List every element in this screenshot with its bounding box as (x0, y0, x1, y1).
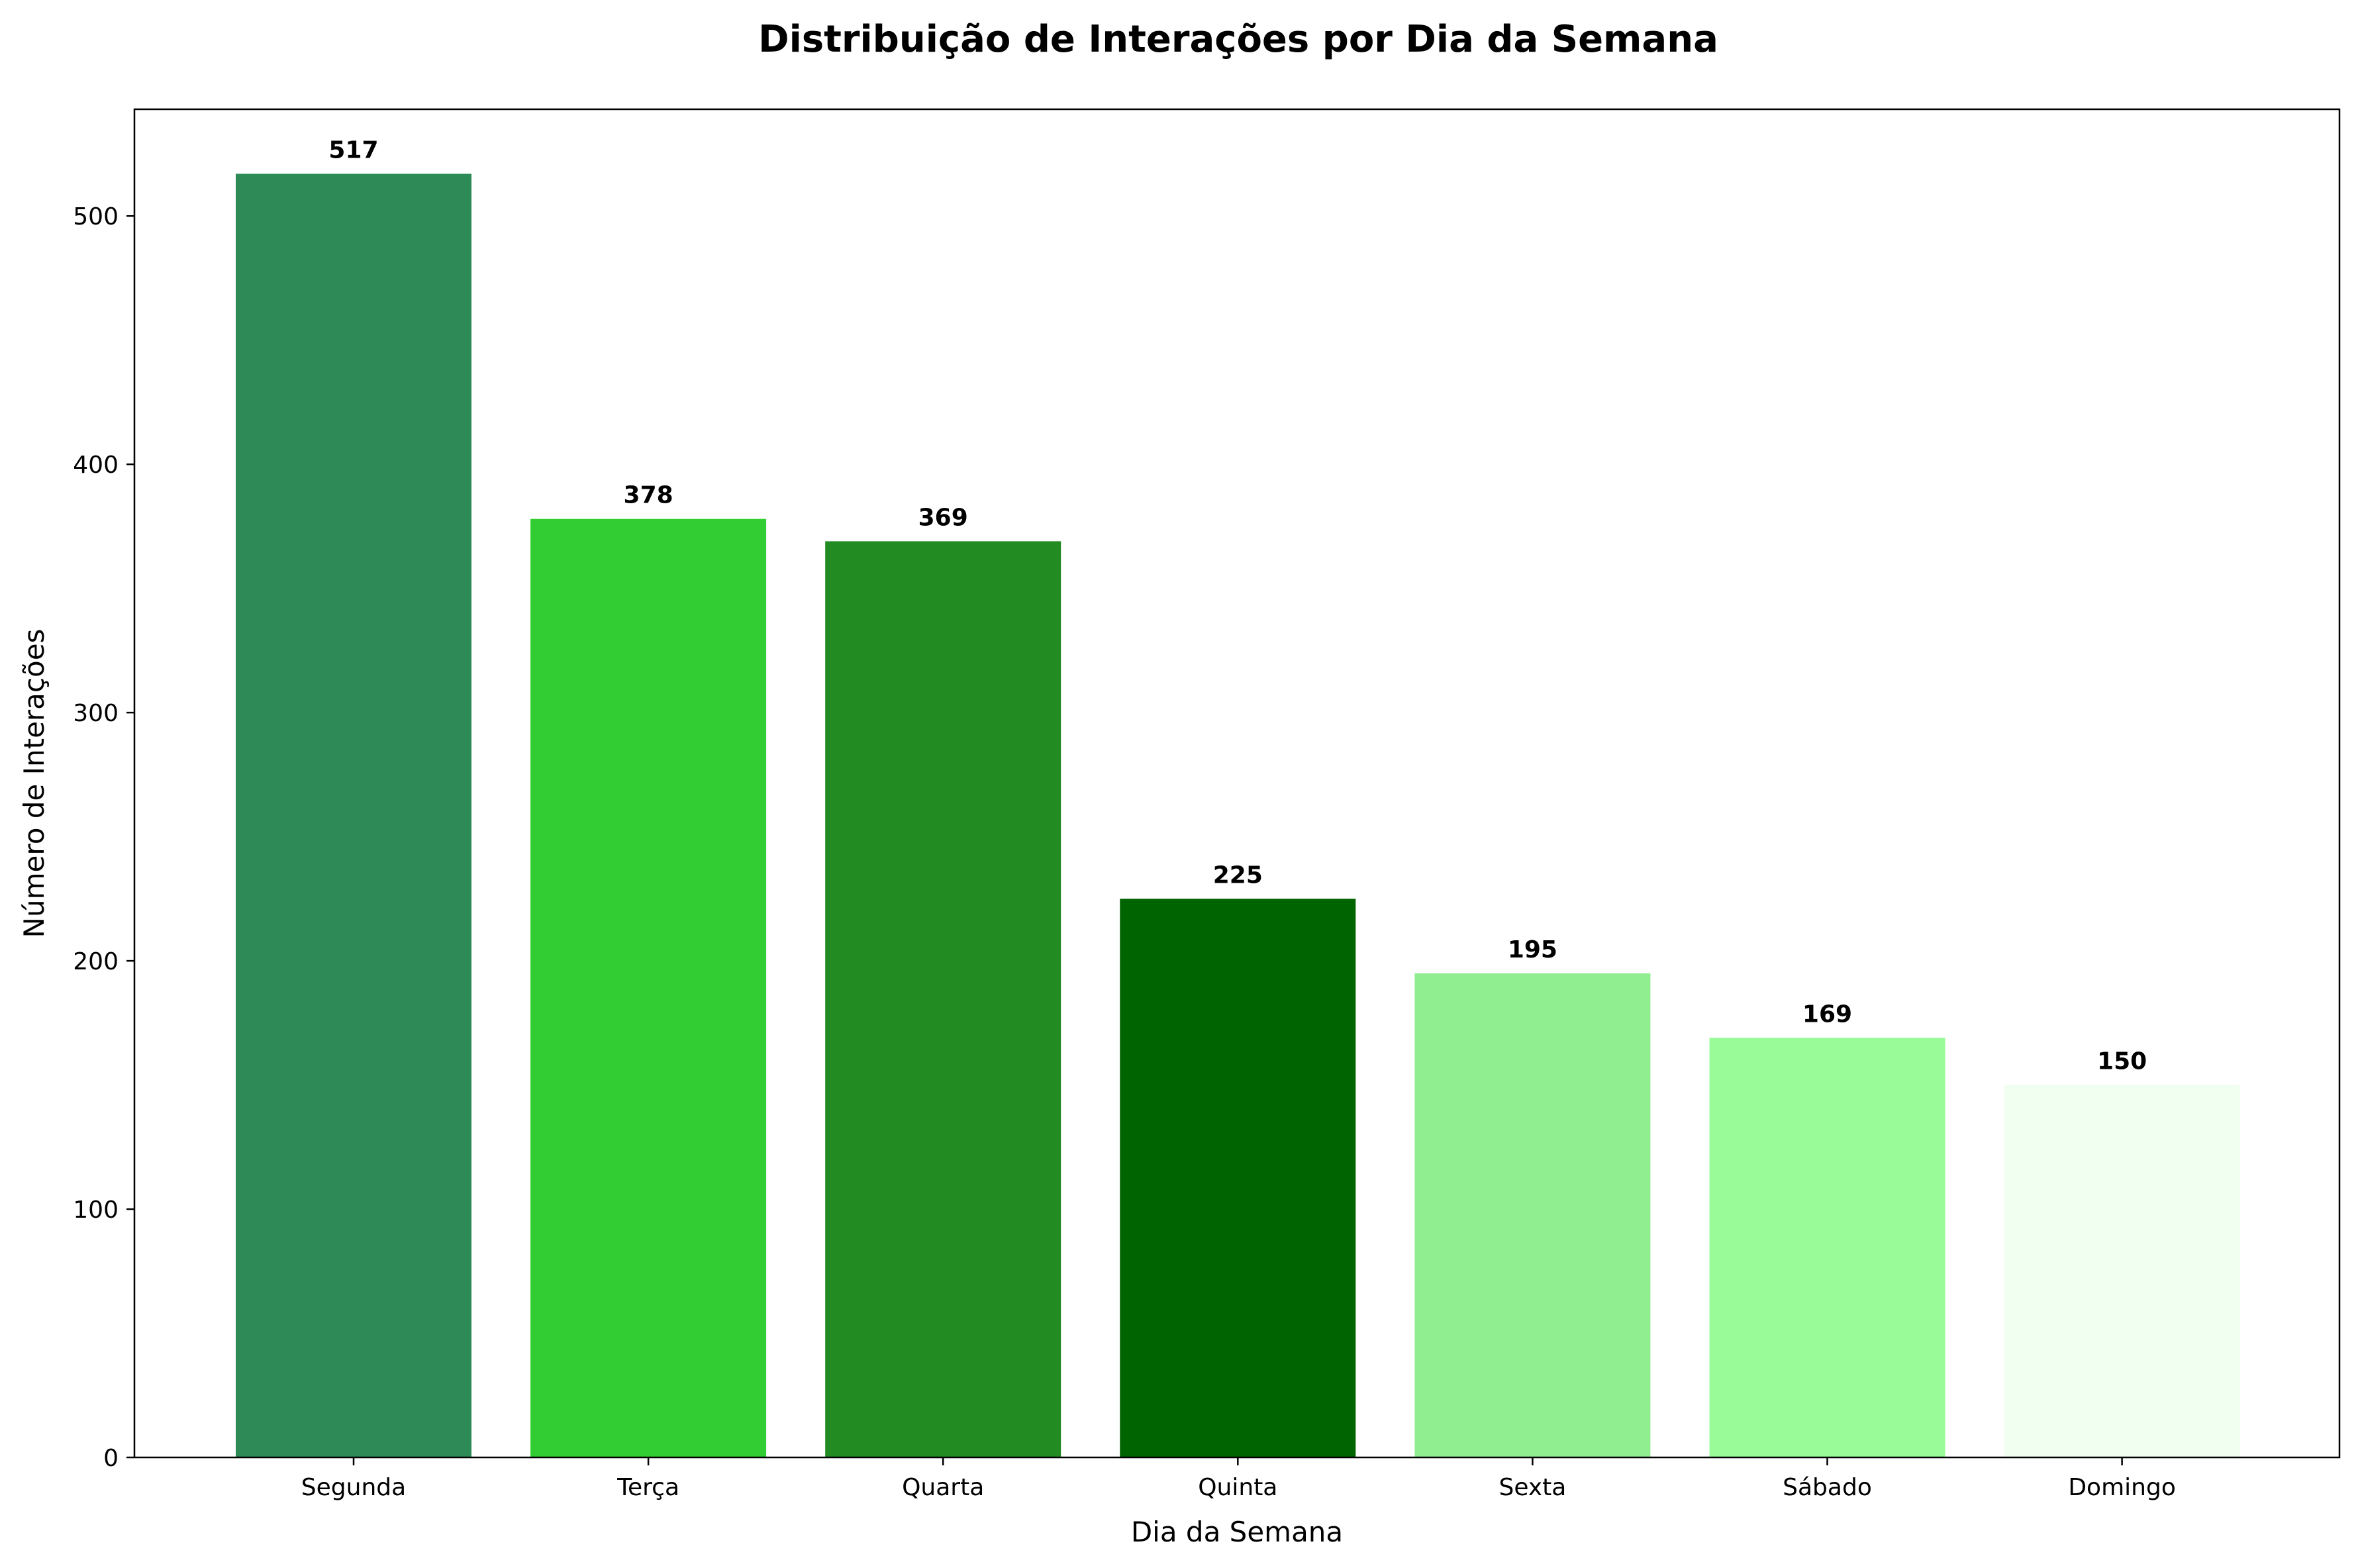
bar-segunda (236, 173, 471, 1457)
x-tick-label-sexta: Sexta (1499, 1474, 1566, 1501)
bar-domingo (2004, 1085, 2240, 1457)
x-tick-label-segunda: Segunda (301, 1474, 406, 1501)
y-tick-label-400: 400 (73, 452, 119, 479)
x-axis: Segunda Terça Quarta Quinta Sexta Sábado Domin… (301, 1457, 2176, 1501)
bar-terca (530, 518, 767, 1457)
x-axis-label: Dia da Semana (1131, 1516, 1343, 1548)
value-label-domingo: 150 (2097, 1048, 2147, 1075)
plot-area-frame (133, 108, 2341, 1459)
bar-sexta (1414, 973, 1651, 1457)
y-tick-label-500: 500 (73, 203, 119, 230)
value-label-quarta: 369 (918, 504, 968, 531)
value-labels-group: 517 378 369 225 195 169 150 (328, 136, 2147, 1075)
y-tick-label-200: 200 (73, 948, 119, 975)
y-axis-label: Número de Interações (18, 629, 50, 938)
x-tick-label-quinta: Quinta (1198, 1474, 1277, 1501)
bar-quinta (1120, 899, 1356, 1457)
x-tick-label-sabado: Sábado (1783, 1474, 1872, 1501)
x-tick-label-terca: Terça (616, 1474, 679, 1501)
bar-sabado (1709, 1038, 1945, 1457)
x-tick-label-domingo: Domingo (2068, 1474, 2176, 1501)
x-tick-label-quarta: Quarta (902, 1474, 984, 1501)
value-label-segunda: 517 (328, 136, 378, 164)
y-tick-label-0: 0 (103, 1445, 119, 1472)
bar-quarta (825, 541, 1061, 1457)
chart-title: Distribuição de Interações por Dia da Se… (758, 18, 1718, 61)
value-label-quinta: 225 (1213, 861, 1263, 889)
value-label-sexta: 195 (1508, 936, 1557, 963)
y-axis: 0 100 200 300 400 500 (73, 203, 134, 1472)
value-label-terca: 378 (624, 482, 673, 509)
value-label-sabado: 169 (1802, 1001, 1852, 1028)
bars-group (236, 173, 2240, 1457)
y-tick-label-300: 300 (73, 700, 119, 727)
y-tick-label-100: 100 (73, 1197, 119, 1224)
